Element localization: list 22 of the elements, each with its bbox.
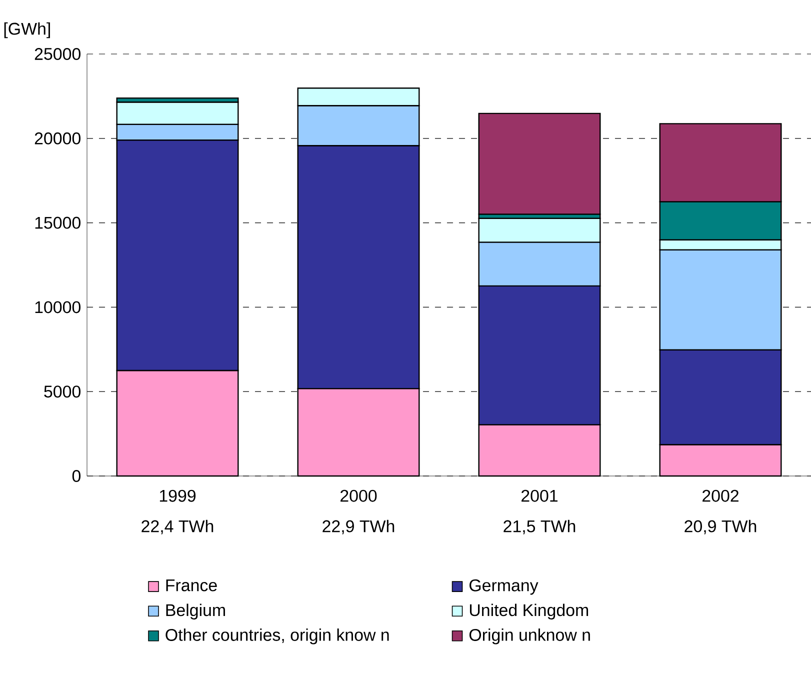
x-tick-label: 1999 [160, 490, 196, 502]
x-tick-label: 2002 [702, 490, 738, 502]
y-tick-label: 25000 [34, 48, 80, 60]
y-tick-label: 15000 [35, 216, 80, 229]
legend-label: Origin unknow n [469, 628, 590, 644]
bar [478, 112, 601, 215]
text: 20,9 TWh [684, 520, 756, 534]
y-tick-label: 10000 [35, 301, 80, 314]
legend-label: Germany [470, 579, 538, 595]
text: 22,4 TWh [142, 520, 214, 534]
x-tick-label: 2000 [340, 490, 377, 502]
y-tick-label: 0 [72, 470, 80, 482]
x-tick-label: 2001 [522, 490, 558, 502]
legend-label: Belgium [166, 604, 225, 620]
y-axis-title: [GWh] [4, 22, 50, 38]
legend-label: United Kingdom [470, 604, 588, 620]
text: 22,9 TWh [322, 520, 394, 534]
y-tick-label: 20000 [34, 132, 80, 144]
legend-label: France [166, 579, 217, 592]
legend-label: Other countries, origin know n [166, 628, 389, 644]
text: 21,5 TWh [504, 520, 576, 534]
y-tick-label: 5000 [44, 386, 80, 398]
